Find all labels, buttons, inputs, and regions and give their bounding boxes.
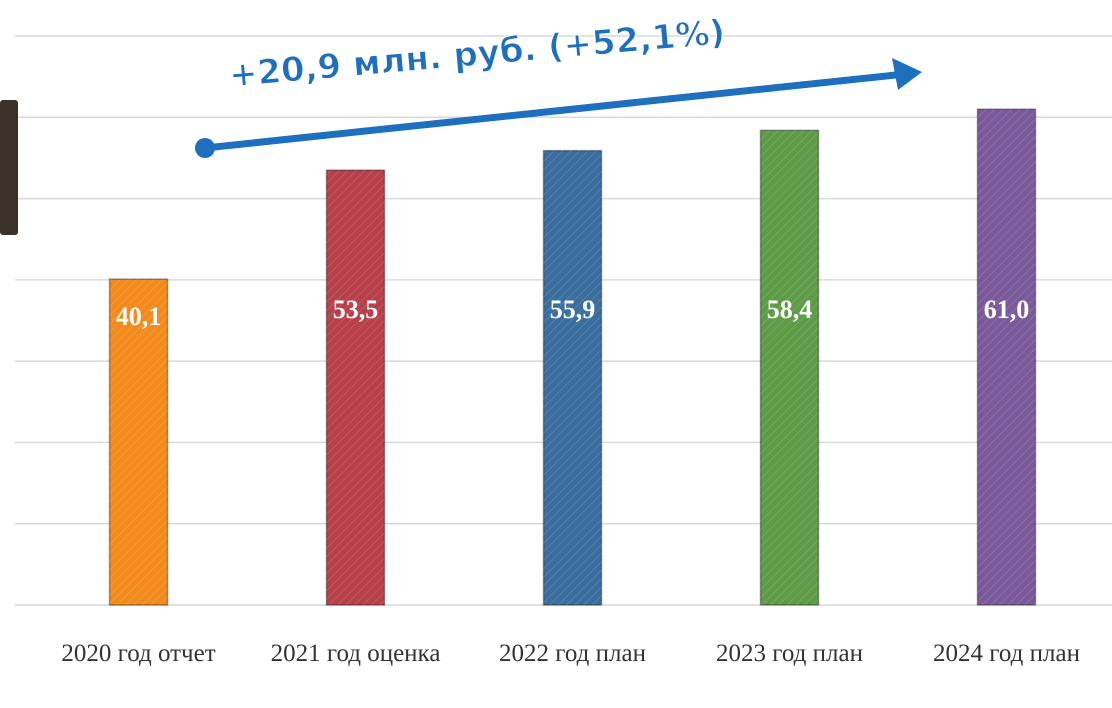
arrow-head xyxy=(892,58,922,90)
x-tick-label: 2020 год отчет xyxy=(61,640,216,667)
bar-texture xyxy=(760,130,819,605)
value-label: 40,1 xyxy=(116,302,162,331)
x-tick-label: 2023 год план xyxy=(716,640,863,667)
value-label: 55,9 xyxy=(550,295,596,324)
bar-texture xyxy=(543,150,602,605)
bar-texture xyxy=(109,279,168,605)
trend-arrow xyxy=(201,70,909,152)
bars: 40,1 53,5 55,9 58,4 61,0 xyxy=(108,108,1037,606)
arrow-dot xyxy=(195,138,215,158)
value-label: 61,0 xyxy=(984,295,1030,324)
value-label: 58,4 xyxy=(767,295,813,324)
bar-texture xyxy=(326,170,385,605)
side-decoration xyxy=(0,100,18,235)
x-tick-label: 2021 год оценка xyxy=(270,640,441,667)
value-label: 53,5 xyxy=(333,295,379,324)
x-tick-label: 2024 год план xyxy=(933,640,1080,667)
x-tick-label: 2022 год план xyxy=(499,640,646,667)
bar-texture xyxy=(977,109,1036,606)
annotation: +20,9 млн. руб. (+52,1%) xyxy=(227,12,726,95)
